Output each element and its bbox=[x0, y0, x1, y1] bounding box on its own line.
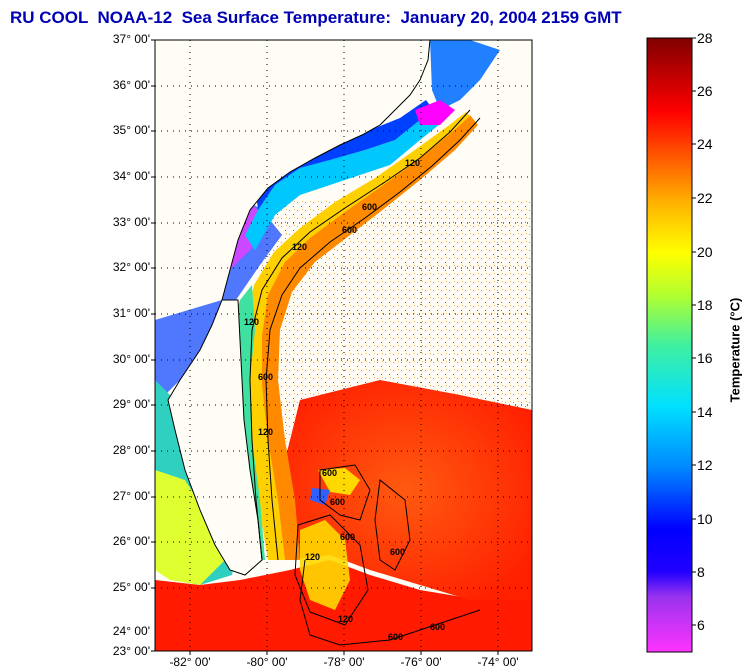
colorbar-tick-label: 20 bbox=[697, 244, 713, 260]
contour-label: 120 bbox=[405, 158, 420, 168]
contour-label: 600 bbox=[388, 632, 403, 642]
colorbar-tick-label: 8 bbox=[697, 564, 705, 580]
coastline bbox=[167, 40, 431, 576]
lon-label: -74° 00' bbox=[477, 655, 519, 669]
bahamas-bank-great bbox=[300, 520, 350, 610]
map-title: RU COOL NOAA-12 Sea Surface Temperature:… bbox=[10, 8, 622, 27]
colorbar-tick-label: 10 bbox=[697, 511, 713, 527]
colorbar-tick-label: 22 bbox=[697, 190, 713, 206]
lat-label: 35° 00' bbox=[112, 123, 150, 137]
colorbar-ticks bbox=[692, 37, 696, 626]
lat-label: 32° 00' bbox=[112, 260, 150, 274]
colorbar-tick-label: 18 bbox=[697, 297, 713, 313]
bahamas-bank-north bbox=[318, 468, 360, 495]
contour-label: 120 bbox=[244, 317, 259, 327]
lat-ticks bbox=[151, 39, 155, 652]
contour-south bbox=[299, 559, 481, 646]
lon-label: -80° 00' bbox=[246, 655, 288, 669]
contour-bahamas-3 bbox=[374, 479, 411, 571]
contour-label: 600 bbox=[258, 372, 273, 382]
west-florida-warm bbox=[155, 470, 225, 585]
contour-label: 600 bbox=[330, 497, 345, 507]
colorbar-label: Temperature (°C) bbox=[727, 297, 743, 403]
colorbar-border bbox=[646, 37, 693, 653]
contour-label: 600 bbox=[342, 225, 357, 235]
colorbar-tick-label: 28 bbox=[697, 30, 713, 46]
pamlico-sound bbox=[415, 100, 455, 125]
lat-label: 24° 00' bbox=[112, 624, 150, 638]
contour-120 bbox=[249, 109, 471, 561]
florida-peninsula bbox=[168, 300, 262, 575]
lon-ticks bbox=[189, 651, 499, 655]
contour-label: 600 bbox=[430, 622, 445, 632]
lat-label: 30° 00' bbox=[112, 352, 150, 366]
lat-label: 25° 00' bbox=[112, 580, 150, 594]
mid-atlantic-shelf bbox=[430, 40, 500, 110]
colorbar-tick-label: 12 bbox=[697, 457, 713, 473]
lon-label: -82° 00' bbox=[169, 655, 211, 669]
lat-label: 34° 00' bbox=[112, 169, 150, 183]
lon-label: -78° 00' bbox=[323, 655, 365, 669]
contour-label: 120 bbox=[305, 552, 320, 562]
colorbar-tick-label: 26 bbox=[697, 83, 713, 99]
colorbar bbox=[647, 38, 692, 652]
lat-label: 29° 00' bbox=[112, 397, 150, 411]
contour-bahamas-2 bbox=[294, 514, 369, 626]
colorbar-tick-label: 14 bbox=[697, 404, 713, 420]
florida-straits bbox=[155, 560, 532, 651]
contour-label: 600 bbox=[390, 547, 405, 557]
lat-label: 23° 00' bbox=[112, 644, 150, 658]
lon-label: -76° 00' bbox=[400, 655, 442, 669]
contour-label: 600 bbox=[322, 468, 337, 478]
contour-label: 120 bbox=[292, 242, 307, 252]
contour-label: 600 bbox=[362, 202, 377, 212]
contour-label: 600 bbox=[340, 532, 355, 542]
colorbar-tick-label: 6 bbox=[697, 617, 705, 633]
gulf-stream-edge bbox=[244, 112, 470, 560]
colorbar-tick-label: 16 bbox=[697, 350, 713, 366]
lat-label: 33° 00' bbox=[112, 215, 150, 229]
contour-label: 120 bbox=[338, 614, 353, 624]
contour-bahamas-1 bbox=[319, 464, 371, 521]
carolina-shelf bbox=[245, 105, 445, 250]
lat-label: 37° 00' bbox=[112, 32, 150, 46]
lat-label: 28° 00' bbox=[112, 443, 150, 457]
us-mainland bbox=[155, 40, 430, 320]
lat-label: 36° 00' bbox=[112, 78, 150, 92]
lat-label: 26° 00' bbox=[112, 534, 150, 548]
lat-label: 27° 00' bbox=[112, 489, 150, 503]
colorbar-tick-label: 24 bbox=[697, 136, 713, 152]
lat-label: 31° 00' bbox=[112, 306, 150, 320]
contour-label: 120 bbox=[258, 427, 273, 437]
